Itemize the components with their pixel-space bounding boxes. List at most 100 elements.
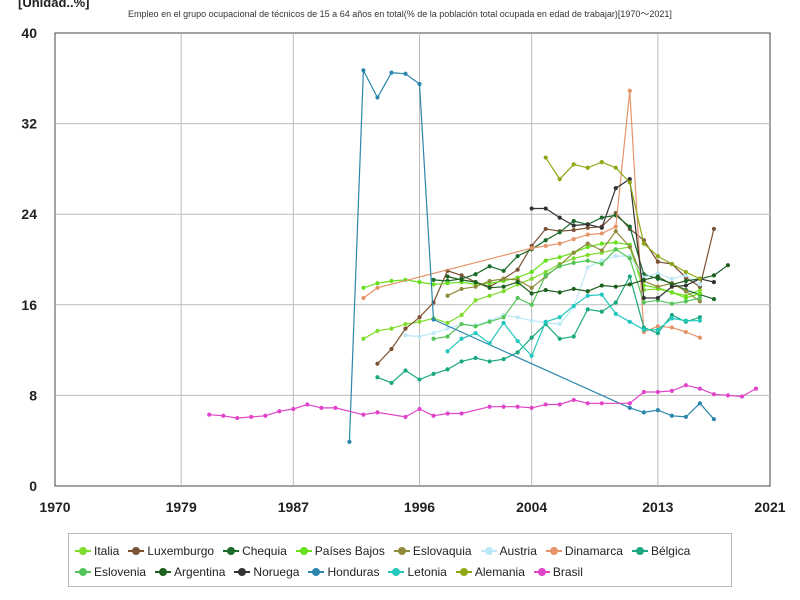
data-point — [669, 290, 674, 295]
legend-item[interactable]: Eslovenia — [75, 561, 146, 582]
data-point — [431, 371, 436, 376]
x-tick-label: 2004 — [516, 499, 547, 515]
data-point — [599, 401, 604, 406]
data-point — [431, 413, 436, 418]
legend-item[interactable]: Noruega — [234, 561, 299, 582]
data-point — [543, 273, 548, 278]
data-point — [459, 273, 464, 278]
data-point — [641, 410, 646, 415]
data-point — [375, 361, 380, 366]
series-letonia — [445, 292, 703, 358]
data-point — [487, 285, 492, 290]
data-point — [529, 291, 534, 296]
data-point — [571, 218, 576, 224]
data-point — [627, 405, 632, 410]
data-point — [487, 264, 492, 269]
legend-item[interactable]: Italia — [75, 540, 119, 561]
data-point — [641, 327, 646, 332]
data-point — [361, 336, 366, 341]
legend-item[interactable]: Luxemburgo — [128, 540, 214, 561]
data-point — [557, 402, 562, 407]
legend-item[interactable]: Alemania — [455, 561, 525, 582]
data-point — [571, 250, 576, 255]
data-point — [697, 335, 703, 340]
legend-label: Honduras — [327, 564, 380, 579]
data-point — [459, 411, 464, 416]
series-noruega — [529, 176, 717, 301]
data-point — [445, 334, 450, 339]
x-tick-label: 2021 — [754, 499, 785, 515]
legend-item[interactable]: Honduras — [308, 561, 379, 582]
series-dinamarca — [361, 88, 703, 340]
data-point — [697, 287, 703, 293]
data-point — [613, 284, 618, 289]
legend-item[interactable]: Chequia — [223, 540, 287, 561]
data-point — [753, 386, 759, 391]
data-point — [697, 276, 703, 281]
data-point — [627, 88, 632, 93]
data-point — [459, 336, 464, 341]
data-point — [697, 318, 703, 323]
legend-swatch — [533, 566, 550, 578]
data-point — [655, 270, 660, 276]
data-point — [585, 232, 590, 237]
x-tick-label: 1970 — [39, 499, 70, 515]
data-point — [375, 281, 380, 286]
legend-swatch — [295, 545, 312, 557]
data-point — [655, 254, 660, 259]
data-point — [557, 176, 562, 182]
legend-item[interactable]: Países Bajos — [295, 540, 385, 561]
data-point — [543, 206, 548, 211]
data-point — [557, 321, 562, 327]
data-point — [683, 273, 688, 278]
legend-item[interactable]: Letonia — [388, 561, 447, 582]
data-point — [445, 274, 450, 279]
data-point — [501, 289, 506, 294]
data-point — [515, 267, 520, 272]
data-point — [669, 301, 674, 306]
data-point — [613, 247, 618, 252]
data-point — [501, 284, 506, 289]
data-point — [529, 276, 534, 281]
data-point — [543, 243, 548, 249]
legend-item[interactable]: Eslovaquia — [393, 540, 472, 561]
data-point — [739, 394, 745, 399]
data-point — [683, 414, 688, 420]
series-line — [405, 255, 701, 338]
legend-item[interactable]: Dinamarca — [545, 540, 623, 561]
legend-swatch — [388, 566, 405, 578]
data-point — [221, 413, 226, 418]
legend-item[interactable]: Brasil — [533, 561, 583, 582]
data-point — [669, 284, 674, 289]
data-point — [599, 261, 604, 267]
data-point — [543, 238, 548, 243]
y-tick-label: 32 — [21, 116, 37, 132]
legend-swatch — [234, 566, 251, 578]
legend-swatch — [128, 545, 145, 557]
legend-swatch — [631, 545, 648, 557]
data-point — [543, 269, 548, 275]
legend-label: Luxemburgo — [147, 543, 215, 558]
data-point — [599, 225, 604, 230]
data-point — [403, 321, 408, 327]
legend-item[interactable]: Austria — [480, 540, 537, 561]
data-point — [515, 350, 520, 355]
legend-label: Italia — [94, 543, 120, 558]
legend-item[interactable]: Argentina — [155, 561, 225, 582]
data-point — [529, 318, 534, 323]
data-point — [557, 290, 562, 295]
data-point — [571, 260, 576, 265]
data-point — [375, 375, 380, 380]
data-point — [417, 280, 422, 285]
data-point — [599, 248, 604, 253]
data-point — [711, 392, 717, 397]
series-line — [348, 68, 715, 442]
legend-item[interactable]: Bélgica — [631, 540, 691, 561]
data-point — [529, 302, 534, 307]
legend-label: Bélgica — [650, 543, 691, 558]
data-point — [613, 300, 618, 305]
data-point — [711, 273, 717, 278]
data-point — [417, 319, 422, 324]
data-point — [473, 355, 478, 361]
data-point — [207, 412, 212, 417]
